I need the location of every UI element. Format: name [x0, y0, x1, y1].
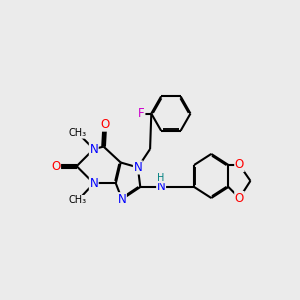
- Text: CH₃: CH₃: [69, 128, 87, 138]
- Text: N: N: [157, 181, 166, 194]
- Text: O: O: [235, 191, 244, 205]
- Text: H: H: [158, 173, 165, 183]
- Text: N: N: [134, 161, 142, 174]
- Text: CH₃: CH₃: [69, 195, 87, 206]
- Text: O: O: [235, 158, 244, 172]
- Text: F: F: [138, 107, 145, 120]
- Text: N: N: [89, 142, 98, 156]
- Text: N: N: [118, 193, 126, 206]
- Text: O: O: [100, 118, 110, 131]
- Text: N: N: [89, 177, 98, 190]
- Text: O: O: [51, 160, 61, 173]
